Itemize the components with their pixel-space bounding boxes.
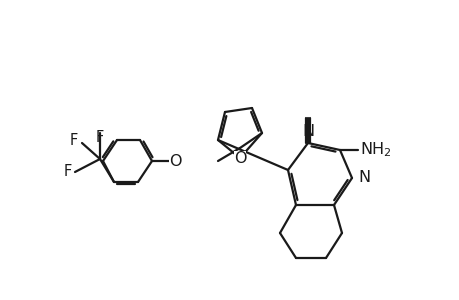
Text: F: F <box>95 130 104 145</box>
Text: N: N <box>301 124 313 139</box>
Text: F: F <box>70 133 78 148</box>
Text: O: O <box>168 154 181 169</box>
Text: N: N <box>357 170 369 185</box>
Text: O: O <box>233 151 246 166</box>
Text: NH$_2$: NH$_2$ <box>359 141 391 159</box>
Text: F: F <box>64 164 72 179</box>
